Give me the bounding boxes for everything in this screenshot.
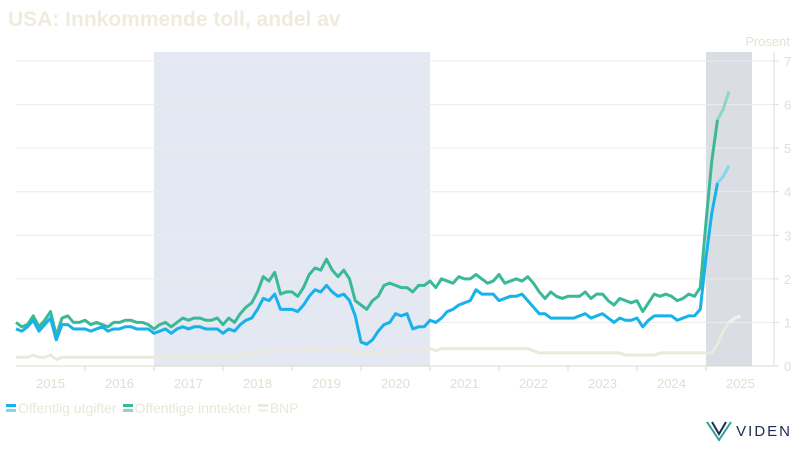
logo-text: VIDEN [736,422,792,440]
legend-item-bnp[interactable]: BNP [257,400,299,416]
y-tick-label: 7 [784,54,791,69]
x-tick-label: 2022 [519,376,548,391]
x-tick-label: 2021 [450,376,479,391]
legend-label: Offentlige inntekter [134,400,252,416]
legend-item-utgifter[interactable]: Offentlig utgifter [6,400,117,416]
legend-swatch [257,404,268,412]
legend-label: BNP [269,400,299,416]
legend: Offentlig utgifter Offentlige inntekter … [6,400,299,416]
series-estimate-line-2 [728,314,742,324]
x-tick-label: 2015 [36,376,65,391]
y-tick-label: 1 [784,315,791,330]
y-tick-label: 3 [784,228,791,243]
series-line-2 [16,321,731,361]
x-tick-label: 2017 [174,376,203,391]
y-tick-label: 6 [784,98,791,113]
legend-swatch [6,404,16,412]
series-line-1 [15,119,719,337]
series-line-0 [15,182,719,346]
y-axis-label: Prosent [745,34,790,49]
y-tick-label: 5 [784,141,791,156]
y-tick-label: 4 [784,185,791,200]
y-tick-label: 2 [784,272,791,287]
chart-title: USA: Innkommende toll, andel av [8,8,341,31]
viden-logo: VIDEN [706,420,792,442]
x-tick-label: 2018 [243,376,272,391]
x-tick-label: 2024 [657,376,686,391]
x-tick-label: 2016 [105,376,134,391]
legend-item-inntekter[interactable]: Offentlige inntekter [122,400,252,416]
viden-logo-icon [706,421,732,442]
series-estimate-line-1 [716,91,731,121]
x-tick-label: 2023 [588,376,617,391]
x-tick-label: 2025 [726,376,755,391]
plot-area: 0 1 2 3 4 5 6 7 2015 2016 2017 2018 2019 2020 2021 2022… [15,52,791,391]
y-tick-label: 0 [784,359,791,374]
x-tick-label: 2020 [381,376,410,391]
x-tick-label: 2019 [312,376,341,391]
legend-label: Offentlig utgifter [18,400,117,416]
legend-swatch [122,404,133,412]
series-estimate-line-0 [716,164,731,184]
